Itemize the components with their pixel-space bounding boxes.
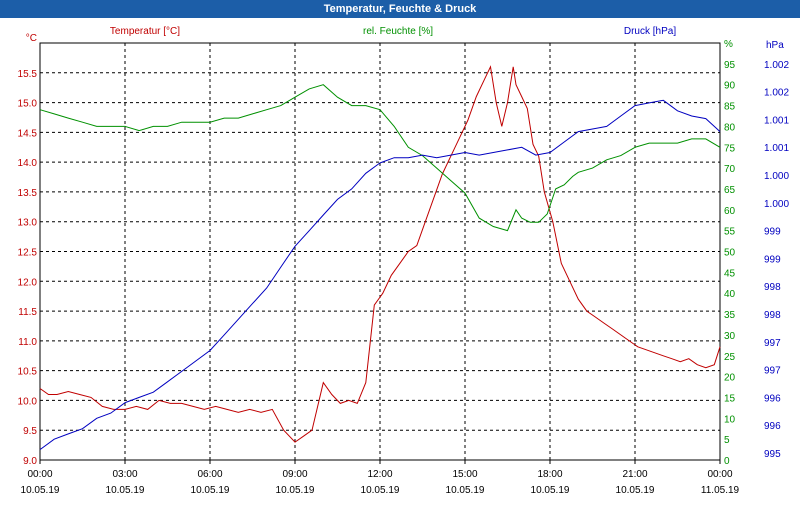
pressure-tick-label: 999 [764, 254, 781, 265]
x-tick-date-label: 10.05.19 [21, 485, 60, 496]
humidity-series-line [39, 84, 721, 232]
pressure-tick-label: 1.001 [764, 115, 789, 126]
x-tick-date-label: 10.05.19 [106, 485, 145, 496]
x-tick-date-label: 10.05.19 [531, 485, 570, 496]
x-tick-date-label: 10.05.19 [616, 485, 655, 496]
humidity-tick-label: 50 [724, 248, 736, 259]
pressure-tick-label: 998 [764, 310, 781, 321]
axis-layer: 9.0 9.5 10.0 10.5 11.0 11.5 12.0 12.5 13.0 13.5 14… [18, 33, 790, 467]
grid-layer [39, 42, 721, 464]
humidity-tick-label: 95 [724, 60, 736, 71]
x-tick-time-label: 18:00 [537, 469, 562, 480]
temperature-tick-label: 9.0 [23, 456, 37, 467]
humidity-legend-label: rel. Feuchte [%] [363, 26, 433, 37]
temperature-tick-label: 14.5 [18, 128, 38, 139]
pressure-tick-label: 995 [764, 449, 781, 460]
humidity-tick-label: 0 [724, 456, 730, 467]
pressure-tick-label: 1.002 [764, 88, 789, 99]
pressure-tick-label: 996 [764, 393, 781, 404]
x-tick-time-label: 03:00 [112, 469, 137, 480]
pressure-tick-label: 1.002 [764, 60, 789, 71]
pressure-tick-label: 1.000 [764, 199, 789, 210]
series-layer [39, 65, 721, 451]
pressure-tick-label: 996 [764, 421, 781, 432]
x-tick-time-label: 09:00 [282, 469, 307, 480]
temperature-tick-label: 14.0 [18, 158, 38, 169]
x-tick-time-label: 15:00 [452, 469, 477, 480]
temperature-tick-label: 11.5 [18, 307, 37, 318]
pressure-legend-label: Druck [hPa] [624, 26, 676, 37]
chart-area: 9.0 9.5 10.0 10.5 11.0 11.5 12.0 12.5 13.0 13.5 14… [0, 18, 800, 500]
humidity-tick-label: 20 [724, 373, 736, 384]
temperature-unit-label: °C [26, 33, 37, 44]
humidity-tick-label: 5 [724, 435, 730, 446]
humidity-tick-label: 15 [724, 393, 736, 404]
x-tick-time-label: 06:00 [197, 469, 222, 480]
x-tick-date-label: 10.05.19 [276, 485, 315, 496]
x-tick-time-label: 00:00 [27, 469, 52, 480]
temperature-tick-label: 13.5 [18, 188, 38, 199]
x-tick-time-label: 12:00 [367, 469, 392, 480]
humidity-tick-label: 70 [724, 164, 736, 175]
humidity-tick-label: 60 [724, 206, 736, 217]
chart-svg: 9.0 9.5 10.0 10.5 11.0 11.5 12.0 12.5 13.0 13.5 14… [18, 26, 790, 496]
humidity-tick-label: 75 [724, 143, 736, 154]
window-title: Temperatur, Feuchte & Druck [0, 0, 800, 18]
humidity-tick-label: 10 [724, 414, 736, 425]
pressure-tick-label: 998 [764, 282, 781, 293]
temperature-series-line [39, 65, 721, 443]
temperature-tick-label: 9.5 [23, 426, 37, 437]
pressure-tick-label: 1.001 [764, 143, 789, 154]
humidity-tick-label: 35 [724, 310, 736, 321]
humidity-tick-label: 80 [724, 122, 736, 133]
pressure-series-line [39, 99, 721, 451]
humidity-tick-label: 90 [724, 81, 736, 92]
temperature-tick-label: 15.0 [18, 99, 38, 110]
x-tick-date-label: 11.05.19 [701, 485, 740, 496]
x-tick-date-label: 10.05.19 [191, 485, 230, 496]
humidity-tick-label: % [724, 39, 733, 50]
temperature-tick-label: 12.5 [18, 248, 38, 259]
pressure-tick-label: 997 [764, 366, 781, 377]
pressure-tick-label: 999 [764, 227, 781, 238]
temperature-tick-label: 15.5 [18, 69, 38, 80]
x-tick-time-label: 00:00 [707, 469, 732, 480]
temperature-tick-label: 10.0 [18, 396, 38, 407]
pressure-tick-label: 997 [764, 338, 781, 349]
humidity-tick-label: 40 [724, 289, 736, 300]
x-tick-date-label: 10.05.19 [446, 485, 485, 496]
humidity-tick-label: 55 [724, 227, 736, 238]
humidity-tick-label: 45 [724, 268, 736, 279]
humidity-tick-label: 25 [724, 352, 736, 363]
temperature-tick-label: 12.0 [18, 277, 38, 288]
humidity-tick-label: 30 [724, 331, 736, 342]
humidity-tick-label: 85 [724, 102, 736, 113]
temperature-legend-label: Temperatur [°C] [110, 26, 180, 37]
pressure-unit-label: hPa [766, 40, 784, 51]
label-layer: 00:00 10.05.19 03:00 10.05.19 06:00 10.05.19 0… [21, 26, 740, 496]
temperature-tick-label: 11.0 [18, 337, 37, 348]
temperature-tick-label: 13.0 [18, 218, 38, 229]
temperature-tick-label: 10.5 [18, 367, 38, 378]
x-tick-date-label: 10.05.19 [361, 485, 400, 496]
humidity-tick-label: 65 [724, 185, 736, 196]
pressure-tick-label: 1.000 [764, 171, 789, 182]
x-tick-time-label: 21:00 [622, 469, 647, 480]
